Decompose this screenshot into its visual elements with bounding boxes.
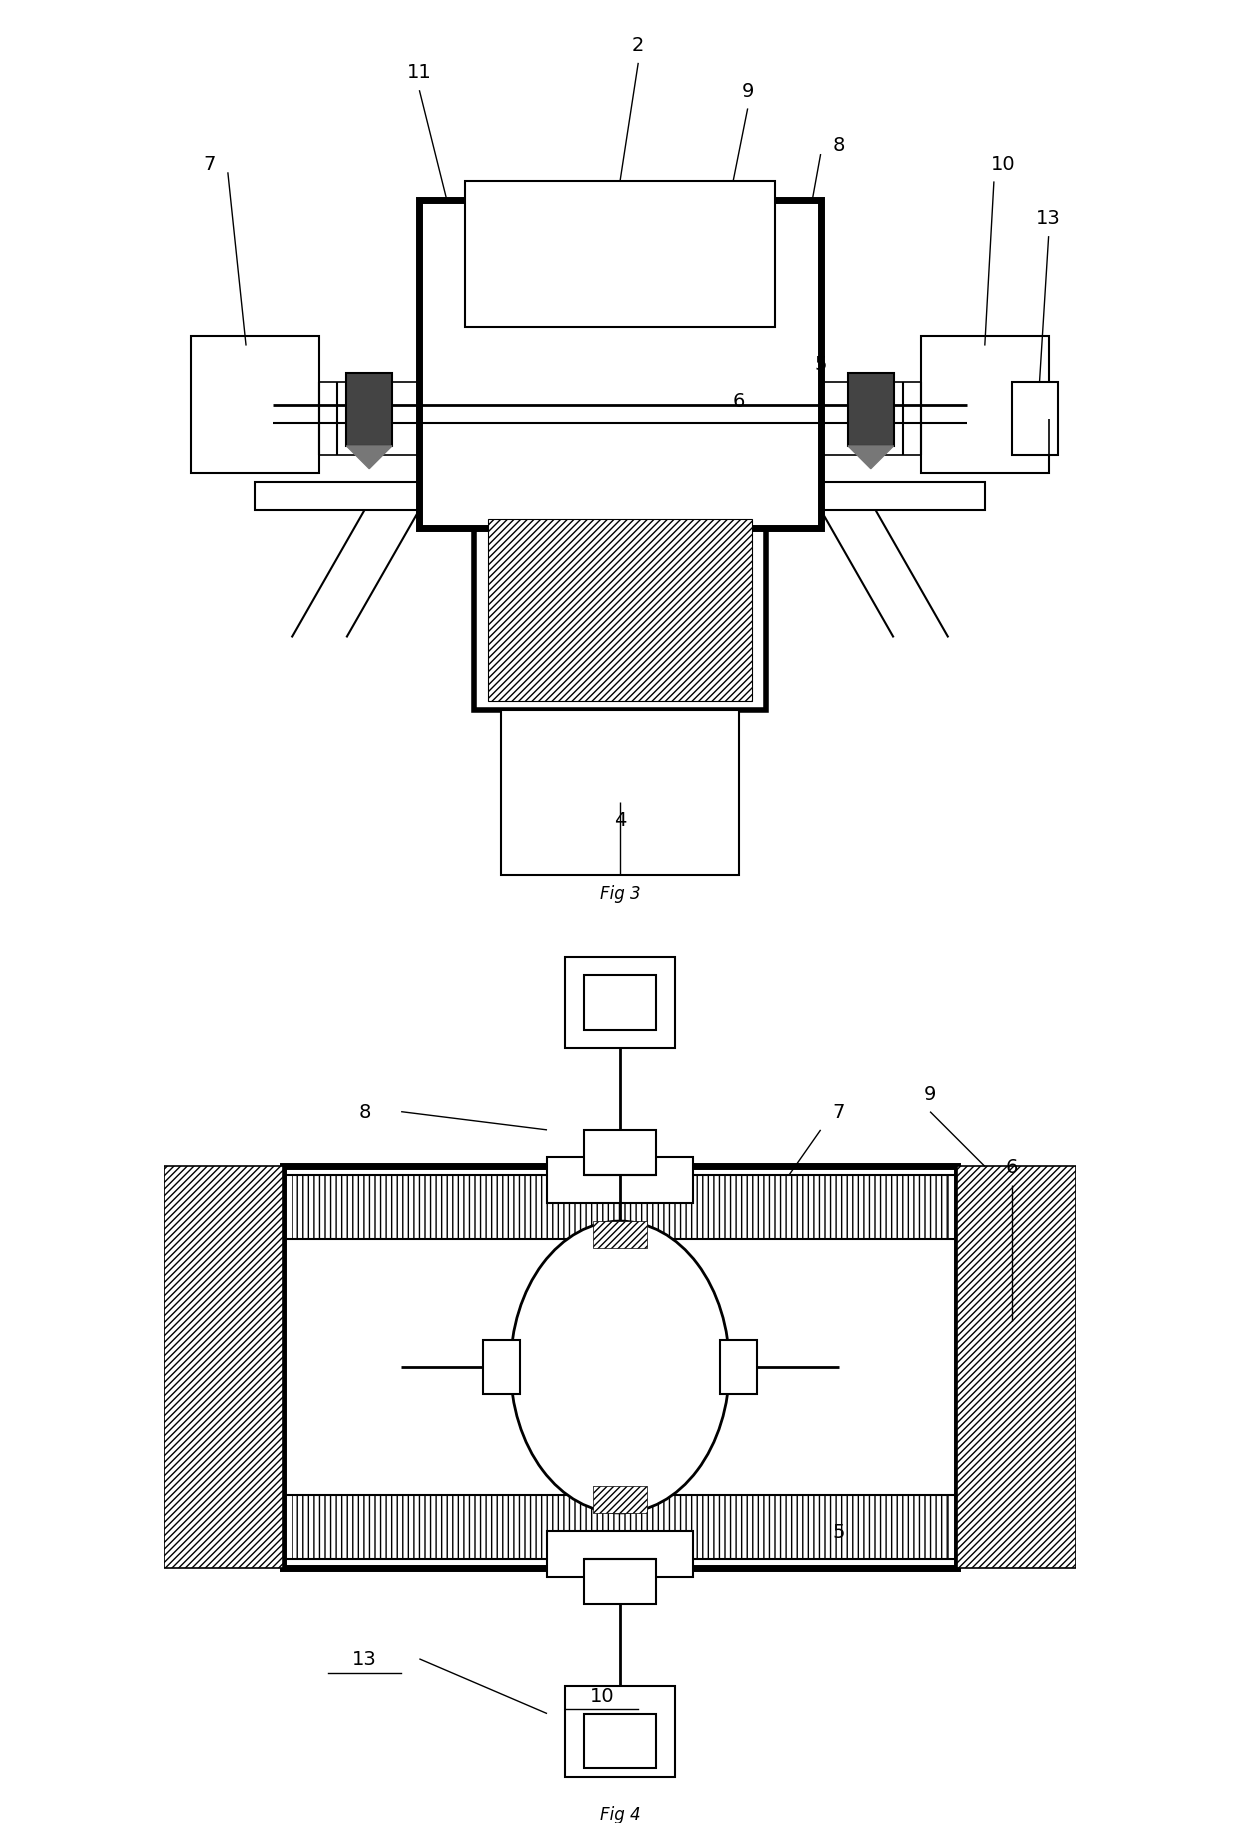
Bar bbox=[474, 510, 766, 711]
Text: 11: 11 bbox=[407, 64, 432, 82]
Bar bbox=[848, 374, 894, 447]
Text: 13: 13 bbox=[352, 1650, 377, 1668]
Text: 10: 10 bbox=[589, 1686, 614, 1705]
Polygon shape bbox=[346, 447, 392, 470]
Text: 6: 6 bbox=[733, 392, 745, 410]
Text: 2: 2 bbox=[632, 36, 645, 55]
Bar bbox=[584, 1714, 656, 1768]
Bar bbox=[164, 1167, 283, 1568]
Polygon shape bbox=[848, 447, 894, 470]
Text: 9: 9 bbox=[924, 1085, 936, 1103]
Bar bbox=[346, 374, 392, 447]
Ellipse shape bbox=[511, 1221, 729, 1513]
Bar bbox=[283, 1167, 957, 1568]
Bar bbox=[565, 957, 675, 1048]
Text: 5: 5 bbox=[815, 355, 827, 374]
Text: 13: 13 bbox=[1037, 210, 1061, 228]
Bar bbox=[291, 1495, 949, 1559]
Text: 10: 10 bbox=[991, 155, 1016, 173]
Bar bbox=[593, 1221, 647, 1249]
Text: Fig 3: Fig 3 bbox=[600, 884, 640, 902]
Bar bbox=[255, 483, 985, 510]
Text: 5: 5 bbox=[832, 1522, 846, 1540]
Bar bbox=[584, 1559, 656, 1604]
Bar bbox=[720, 1340, 756, 1395]
Bar bbox=[484, 1340, 520, 1395]
Bar bbox=[565, 1686, 675, 1777]
Bar bbox=[547, 1531, 693, 1577]
Bar bbox=[501, 711, 739, 875]
Bar bbox=[584, 975, 656, 1030]
Bar bbox=[487, 520, 753, 702]
Bar bbox=[584, 1130, 656, 1176]
Bar bbox=[1012, 383, 1058, 456]
Text: 7: 7 bbox=[203, 155, 216, 173]
Bar bbox=[465, 182, 775, 328]
Bar bbox=[921, 337, 1049, 474]
Bar bbox=[191, 337, 319, 474]
Bar bbox=[593, 1486, 647, 1513]
Text: 4: 4 bbox=[614, 811, 626, 829]
Text: 7: 7 bbox=[833, 1103, 846, 1121]
Text: 8: 8 bbox=[358, 1103, 371, 1121]
Bar bbox=[291, 1176, 949, 1240]
Text: 8: 8 bbox=[833, 137, 846, 155]
Bar bbox=[957, 1167, 1076, 1568]
Text: Fig 4: Fig 4 bbox=[600, 1805, 640, 1823]
Text: 6: 6 bbox=[1006, 1158, 1018, 1176]
Text: 9: 9 bbox=[742, 82, 754, 100]
Bar bbox=[547, 1158, 693, 1203]
Bar bbox=[419, 201, 821, 529]
